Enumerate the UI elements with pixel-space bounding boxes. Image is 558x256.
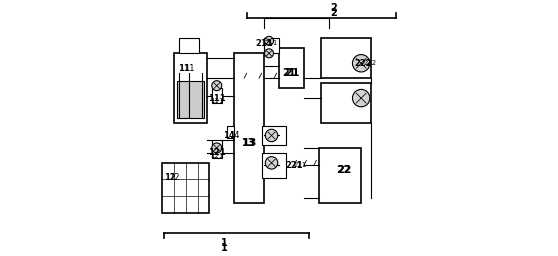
Bar	[279, 48, 304, 88]
Circle shape	[264, 49, 273, 58]
Bar	[234, 53, 264, 203]
Text: 11: 11	[184, 64, 195, 73]
Bar	[212, 141, 222, 158]
Text: 11: 11	[179, 64, 190, 73]
Bar	[162, 163, 209, 213]
Bar	[212, 88, 222, 103]
Text: 21: 21	[283, 68, 299, 78]
Bar	[321, 83, 371, 123]
Circle shape	[353, 89, 370, 107]
Text: 111: 111	[210, 98, 224, 104]
Circle shape	[265, 129, 278, 142]
Text: 111: 111	[208, 94, 225, 103]
Text: 13: 13	[242, 138, 257, 148]
Text: 12: 12	[170, 173, 180, 182]
Bar	[262, 153, 286, 178]
Text: 14: 14	[229, 131, 240, 140]
Text: 21: 21	[282, 68, 296, 78]
Text: 14: 14	[223, 131, 235, 140]
Text: 1: 1	[221, 238, 228, 248]
Circle shape	[212, 143, 222, 153]
Bar	[227, 125, 234, 138]
Text: 211: 211	[264, 40, 277, 46]
Text: 22: 22	[336, 165, 352, 175]
Circle shape	[264, 36, 273, 45]
Text: 2: 2	[330, 8, 337, 18]
Text: 222: 222	[364, 60, 377, 66]
Text: 121: 121	[210, 153, 223, 159]
Bar	[180, 38, 199, 53]
Text: 211: 211	[255, 39, 273, 48]
Bar	[264, 38, 279, 53]
Circle shape	[265, 157, 278, 169]
Text: 13: 13	[242, 138, 256, 148]
Circle shape	[353, 55, 370, 72]
Bar	[175, 53, 207, 123]
Text: 22: 22	[337, 165, 350, 175]
Bar	[262, 125, 286, 145]
Text: 221: 221	[294, 162, 307, 168]
Bar	[177, 81, 204, 118]
Text: 1: 1	[221, 242, 228, 252]
Bar	[319, 148, 361, 203]
Text: 222: 222	[355, 59, 373, 68]
Text: 121: 121	[208, 148, 225, 157]
Bar	[321, 38, 371, 78]
Text: 2: 2	[330, 4, 337, 14]
Circle shape	[212, 81, 222, 91]
Text: 12: 12	[163, 173, 175, 182]
Text: 221: 221	[285, 161, 303, 170]
